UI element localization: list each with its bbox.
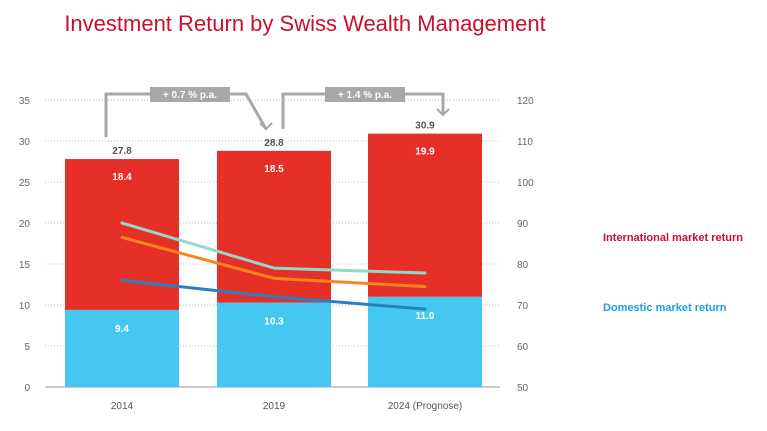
trend-line <box>120 221 427 275</box>
domestic-value-label: 10.3 <box>264 317 284 328</box>
international-value-label: 18.5 <box>264 164 284 175</box>
total-value-label: 27.8 <box>112 146 132 157</box>
y2-tick-label: 50 <box>517 383 529 394</box>
y-tick-label: 5 <box>24 342 30 353</box>
y2-tick-label: 100 <box>517 178 534 189</box>
legend-domestic: Domestic market return <box>603 302 727 314</box>
y2-tick-label: 70 <box>517 301 529 312</box>
y-tick-label: 15 <box>19 260 31 271</box>
bar-domestic <box>217 302 331 387</box>
domestic-value-label: 9.4 <box>115 324 129 335</box>
growth-label: + 0.7 % p.a. <box>163 90 217 101</box>
trend-line <box>120 278 427 311</box>
total-value-label: 30.9 <box>415 121 435 132</box>
y2-tick-label: 120 <box>517 96 534 107</box>
y-tick-label: 30 <box>19 137 31 148</box>
bar-domestic <box>65 309 179 387</box>
y-tick-label: 20 <box>19 219 31 230</box>
growth-arrowhead <box>436 108 450 117</box>
international-value-label: 18.4 <box>112 172 132 183</box>
chart-title: Investment Return by Swiss Wealth Manage… <box>64 11 545 36</box>
y-tick-label: 25 <box>19 178 31 189</box>
y2-tick-label: 90 <box>517 219 529 230</box>
total-value-label: 28.8 <box>264 138 284 149</box>
growth-annotations: + 0.7 % p.a. + 1.4 % p.a. <box>104 87 450 138</box>
growth-bracket <box>281 92 445 129</box>
legend-international: International market return <box>603 232 743 244</box>
growth-arrowhead <box>259 122 273 131</box>
trend-lines <box>120 221 427 311</box>
bar-international <box>368 133 482 297</box>
y-tick-label: 10 <box>19 301 31 312</box>
y2-tick-label: 60 <box>517 342 529 353</box>
growth-label-box <box>325 87 405 102</box>
bars <box>65 133 482 387</box>
y-tick-label: 0 <box>24 383 30 394</box>
international-value-label: 19.9 <box>415 147 435 158</box>
y2-tick-label: 110 <box>517 137 533 148</box>
bar-domestic <box>368 296 482 387</box>
y2-tick-label: 80 <box>517 260 529 271</box>
x-tick-label: 2014 <box>111 401 134 412</box>
growth-label-box <box>150 87 230 102</box>
domestic-value-label: 11.0 <box>416 311 435 322</box>
bar-labels: 9.4 18.4 27.8 10.3 18.5 28.8 11.0 19.9 30.9 <box>112 121 435 335</box>
x-tick-label: 2019 <box>263 401 286 412</box>
growth-label: + 1.4 % p.a. <box>338 90 392 101</box>
trend-line <box>120 235 427 289</box>
x-tick-label: 2024 (Prognose) <box>388 401 463 412</box>
x-axis: 2014 2019 2024 (Prognose) <box>111 401 462 412</box>
right-y-axis: 50 60 70 80 90 100 110 120 <box>517 96 534 394</box>
y-tick-label: 35 <box>19 96 31 107</box>
left-y-axis: 0 5 10 15 20 25 30 35 <box>19 96 31 394</box>
